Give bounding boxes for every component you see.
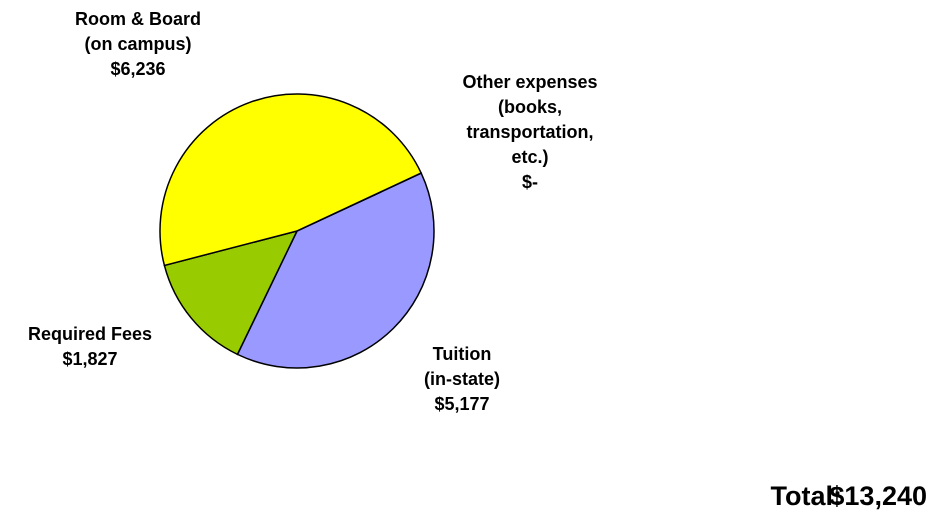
- slice-label: Tuition: [433, 344, 492, 364]
- slice-label: transportation,: [466, 122, 593, 142]
- slice-label: (in-state): [424, 369, 500, 389]
- pie-slice: [296, 172, 422, 232]
- slice-label: Room & Board: [75, 9, 201, 29]
- value-label: $6,236: [110, 59, 165, 79]
- pie-slice: [163, 229, 299, 356]
- pie-slice: [159, 93, 423, 267]
- total-value: $13,240: [829, 481, 927, 511]
- slice-label: (on campus): [84, 34, 191, 54]
- value-label: $5,177: [434, 394, 489, 414]
- slice-label: etc.): [511, 147, 548, 167]
- value-label: $-: [522, 172, 538, 192]
- slice-label: Other expenses: [462, 72, 597, 92]
- slice-label: (books,: [498, 97, 562, 117]
- slice-label: Required Fees: [28, 324, 152, 344]
- value-label: $1,827: [62, 349, 117, 369]
- pie-slice: [236, 172, 435, 369]
- total-label: Total:: [771, 481, 842, 511]
